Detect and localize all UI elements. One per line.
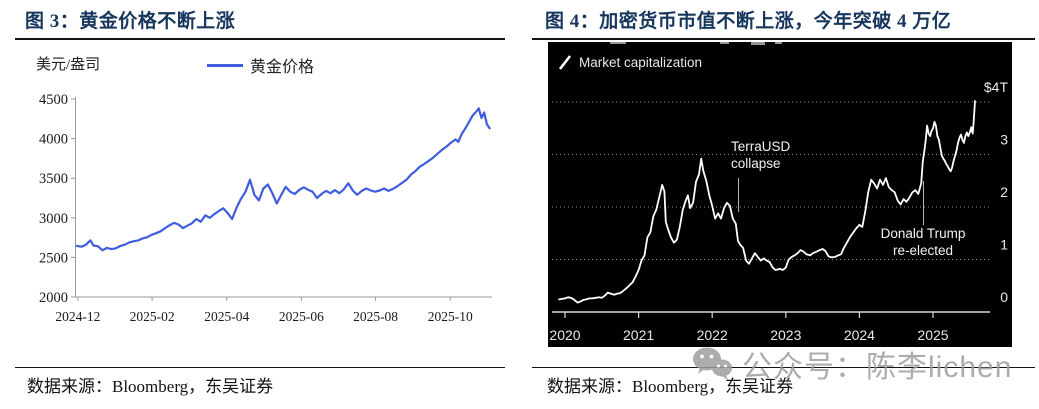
annotation-terrausd-collapse: TerraUSD collapse bbox=[731, 139, 790, 172]
svg-text:$4T: $4T bbox=[984, 79, 1009, 95]
legend-line-swatch bbox=[207, 63, 243, 67]
figure-4-title: 图 4：加密货币市值不断上涨，今年突破 4 万亿 bbox=[545, 11, 952, 32]
svg-text:2024: 2024 bbox=[844, 327, 875, 343]
title-divider bbox=[15, 38, 505, 40]
annotation-line-1: TerraUSD bbox=[731, 139, 791, 154]
svg-text:2: 2 bbox=[1000, 184, 1008, 200]
gold-legend: 黄金价格 bbox=[207, 53, 314, 77]
svg-text:2025: 2025 bbox=[917, 327, 948, 343]
title-divider bbox=[532, 38, 1035, 40]
annotation-line-2: collapse bbox=[731, 155, 781, 171]
watermark-text: 公众号：陈李lichen bbox=[742, 351, 1013, 384]
cropped-text-artifact bbox=[775, 42, 782, 44]
svg-text:2000: 2000 bbox=[39, 290, 68, 306]
svg-text:2020: 2020 bbox=[549, 327, 580, 343]
svg-text:2025-10: 2025-10 bbox=[428, 309, 473, 324]
svg-text:2023: 2023 bbox=[770, 327, 801, 343]
svg-text:4500: 4500 bbox=[39, 92, 68, 108]
legend-label: 黄金价格 bbox=[250, 59, 315, 76]
data-source-note: 数据来源：Bloomberg，东吴证券 bbox=[547, 377, 794, 396]
svg-text:2022: 2022 bbox=[697, 327, 728, 343]
wechat-icon bbox=[693, 347, 732, 380]
line-series-icon bbox=[558, 55, 572, 70]
svg-text:2025-02: 2025-02 bbox=[130, 309, 175, 324]
figure-3-title: 图 3：黄金价格不断上涨 bbox=[25, 11, 236, 32]
crypto-chart-panel: $4T 3 2 1 0 2020 2021 2022 2023 2024 2025 Market c… bbox=[548, 42, 1012, 347]
svg-text:2021: 2021 bbox=[623, 327, 654, 343]
svg-text:1: 1 bbox=[1000, 237, 1008, 253]
watermark: 公众号：陈李lichen bbox=[692, 342, 1012, 386]
crypto-line-series bbox=[558, 100, 976, 304]
svg-text:3500: 3500 bbox=[39, 171, 68, 187]
legend-label: Market capitalization bbox=[579, 55, 703, 70]
cropped-text-artifact bbox=[610, 42, 626, 44]
cropped-text-artifact bbox=[751, 42, 765, 45]
svg-text:2025-04: 2025-04 bbox=[204, 309, 249, 324]
svg-text:3000: 3000 bbox=[39, 211, 68, 227]
svg-text:2025-06: 2025-06 bbox=[279, 309, 324, 324]
crypto-marketcap-line-chart: $4T 3 2 1 0 2020 2021 2022 2023 2024 2025 bbox=[549, 79, 1009, 343]
annotation-pointer-line bbox=[738, 178, 739, 212]
footer-divider bbox=[15, 367, 505, 368]
y-axis-unit-label: 美元/盎司 bbox=[36, 57, 101, 73]
svg-text:2500: 2500 bbox=[39, 250, 68, 266]
svg-text:0: 0 bbox=[1000, 289, 1008, 305]
annotation-line-2: re-elected bbox=[892, 242, 954, 258]
gold-price-line-chart: 2000 2500 3000 3500 4000 4500 2024-12 2025-02 20… bbox=[39, 92, 492, 324]
annotation-pointer-line bbox=[923, 181, 924, 225]
svg-text:4000: 4000 bbox=[39, 132, 68, 148]
cropped-text-artifact bbox=[720, 42, 729, 44]
svg-text:3: 3 bbox=[1000, 132, 1008, 148]
svg-text:2025-08: 2025-08 bbox=[353, 309, 398, 324]
data-source-note: 数据来源：Bloomberg，东吴证券 bbox=[27, 377, 274, 396]
crypto-legend: Market capitalization bbox=[558, 54, 702, 71]
svg-text:2024-12: 2024-12 bbox=[55, 309, 100, 324]
gold-line-series bbox=[75, 107, 491, 252]
annotation-line-1: Donald Trump bbox=[880, 226, 966, 241]
footer-divider bbox=[532, 367, 1035, 368]
annotation-trump-re-elected: Donald Trump re-elected bbox=[851, 226, 995, 259]
